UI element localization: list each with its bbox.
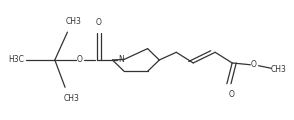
Text: O: O	[77, 55, 83, 64]
Text: O: O	[96, 18, 102, 27]
Text: N: N	[118, 55, 123, 64]
Text: CH3: CH3	[64, 94, 79, 103]
Text: CH3: CH3	[65, 17, 81, 26]
Text: CH3: CH3	[270, 65, 286, 74]
Text: O: O	[251, 60, 257, 69]
Text: O: O	[229, 90, 235, 99]
Text: H3C: H3C	[8, 55, 24, 64]
